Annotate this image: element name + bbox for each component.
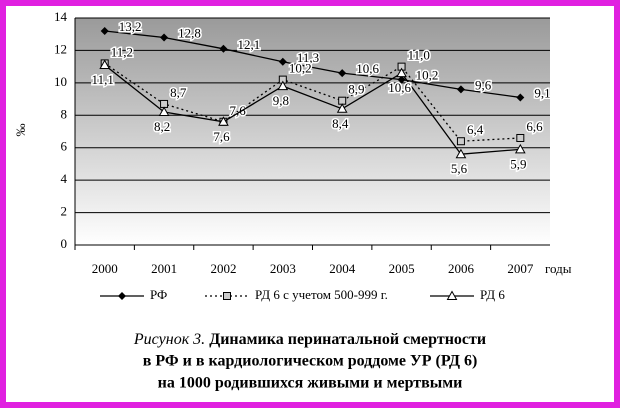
marker: [338, 69, 347, 78]
data-label: 12,8: [178, 25, 201, 40]
marker: [397, 75, 406, 84]
x-tick-label: 2003: [270, 261, 296, 276]
caption: Рисунок 3. Динамика перинатальной смертн…: [133, 331, 486, 348]
y-tick-label: 6: [61, 139, 68, 154]
caption-line: Динамика перинатальной смертности: [209, 331, 486, 348]
marker: [160, 99, 169, 108]
y-tick-label: 0: [61, 236, 68, 251]
y-tick-label: 10: [54, 74, 67, 89]
caption-line: на 1000 родившихся живыми и мертвыми: [158, 375, 463, 392]
x-tick-label: 2005: [389, 261, 415, 276]
marker: [456, 85, 465, 94]
x-tick-label: 2006: [448, 261, 475, 276]
marker: [455, 148, 467, 159]
marker: [514, 143, 526, 154]
marker: [277, 80, 289, 91]
data-label: 7,6: [229, 103, 246, 118]
data-label: 6,6: [526, 119, 543, 134]
data-label: 12,1: [237, 37, 260, 52]
marker: [338, 96, 347, 105]
y-tick-label: 14: [54, 9, 68, 24]
marker: [158, 106, 170, 117]
data-label: 9,8: [273, 93, 289, 108]
marker: [516, 133, 525, 142]
marker: [100, 26, 109, 35]
data-label: 13,2: [119, 19, 142, 34]
legend-label: РД 6 с учетом 500-999 г.: [255, 287, 388, 302]
marker: [396, 67, 407, 78]
marker: [118, 292, 126, 300]
y-tick-label: 12: [54, 41, 67, 56]
data-label: 11,0: [408, 48, 430, 63]
marker: [336, 103, 348, 113]
data-label: 9,1: [534, 85, 550, 100]
marker: [223, 292, 231, 300]
data-label: 10,2: [289, 61, 312, 76]
caption-label: Рисунок 3.: [133, 331, 205, 348]
series-line: [104, 64, 521, 155]
x-tick-label: 2004: [329, 261, 356, 276]
data-label: 11,2: [111, 44, 133, 59]
data-label: 8,2: [154, 119, 170, 134]
data-label: 8,9: [348, 82, 364, 97]
data-label: 9,6: [475, 77, 492, 92]
data-label: 7,6: [213, 129, 230, 144]
marker: [99, 59, 111, 70]
data-label: 10,2: [416, 68, 439, 83]
x-axis-label: годы: [545, 261, 572, 276]
data-label: 5,6: [451, 161, 468, 176]
marker: [219, 44, 228, 53]
x-tick-label: 2001: [151, 261, 177, 276]
data-label: 10,6: [388, 80, 411, 95]
x-tick-label: 2002: [210, 261, 236, 276]
y-tick-label: 4: [61, 171, 68, 186]
marker: [160, 33, 169, 42]
x-tick-label: 2000: [92, 261, 118, 276]
marker: [278, 57, 287, 66]
x-tick-label: 2007: [507, 261, 534, 276]
data-label: 5,9: [510, 156, 526, 171]
series-line: [104, 30, 521, 99]
y-axis-label: ‰: [13, 124, 28, 137]
marker: [516, 93, 525, 102]
data-label: 11,1: [92, 72, 114, 87]
data-label: 11,3: [297, 50, 319, 65]
y-tick-label: 8: [61, 106, 68, 121]
marker: [218, 116, 229, 126]
marker: [446, 290, 458, 300]
legend-label: РД 6: [480, 287, 505, 302]
data-label: 6,4: [467, 122, 484, 137]
marker: [456, 137, 465, 146]
caption-line: в РФ и в кардиологическом роддоме УР (РД…: [143, 353, 478, 370]
y-tick-label: 2: [61, 204, 68, 219]
plot-area: [75, 18, 550, 245]
data-label: 8,4: [332, 116, 349, 131]
data-label: 8,7: [170, 85, 187, 100]
data-label: 10,6: [356, 61, 379, 76]
legend-label: РФ: [150, 287, 167, 302]
